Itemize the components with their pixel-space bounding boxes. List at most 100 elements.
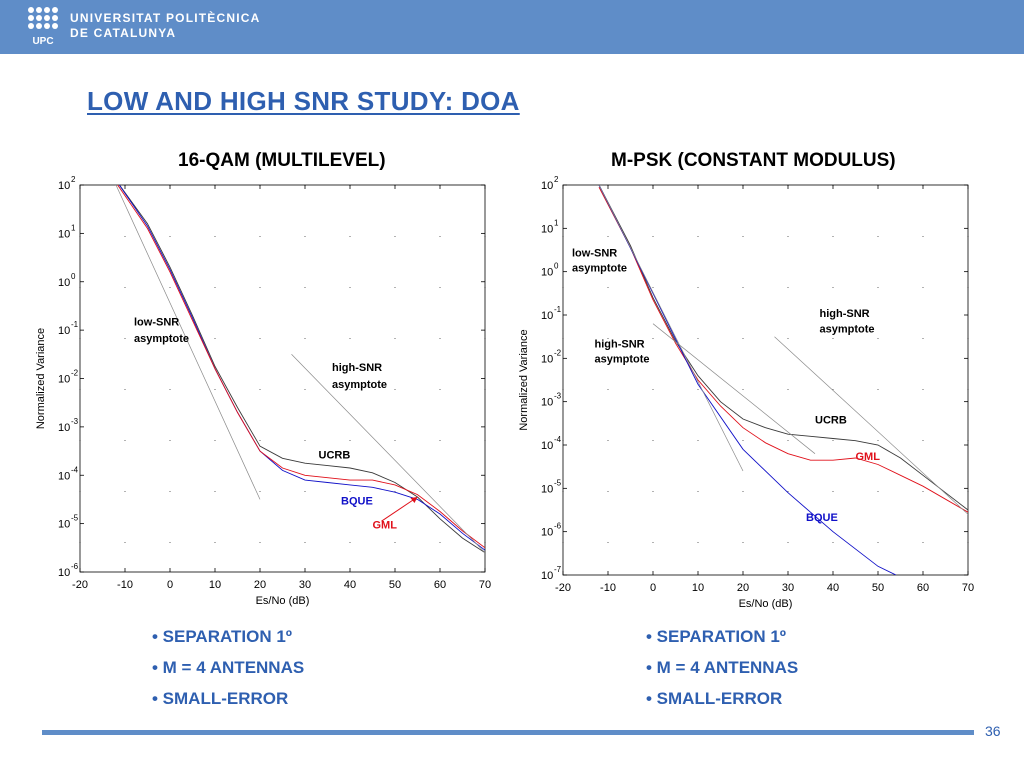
chart1-ytick-label: 10 bbox=[541, 223, 553, 235]
chart-mpsk: -20 -10 0 10 20 30 40 50 60 7010-710-610-510-410-… bbox=[518, 175, 974, 610]
chart1-ytick-exponent: -6 bbox=[554, 522, 562, 531]
chart-16qam: -20 -10 0 10 20 30 40 50 60 7010-610-510-410-310-… bbox=[35, 175, 491, 607]
chart1-ytick-exponent: -1 bbox=[554, 305, 562, 314]
chart0-annotation-low-snr: low-SNR bbox=[134, 316, 179, 328]
chart1-annotation-high-snr: high-SNR bbox=[595, 339, 645, 351]
chart1-ytick-label: 10 bbox=[541, 267, 553, 279]
chart1-ytick-label: 10 bbox=[541, 570, 553, 582]
university-name: UNIVERSITAT POLITÈCNICA DE CATALUNYA bbox=[70, 11, 261, 41]
chart0-ytick-label: 10 bbox=[58, 325, 70, 337]
chart1-ytick-label: 10 bbox=[541, 353, 553, 365]
chart1-series-ucrb bbox=[598, 185, 968, 511]
chart1-ytick-label: 10 bbox=[541, 310, 553, 322]
chart0-ytick-exponent: 2 bbox=[71, 175, 76, 184]
chart1-series-bque bbox=[598, 185, 897, 575]
chart0-ytick-label: 10 bbox=[58, 567, 70, 579]
chart1-series-gml bbox=[598, 186, 968, 513]
chart1-ytick-label: 10 bbox=[541, 440, 553, 452]
chart1-ytick-exponent: -2 bbox=[554, 348, 562, 357]
chart1-series-high-snr-asymptote bbox=[652, 323, 816, 454]
chart0-annotation-bque: BQUE bbox=[341, 495, 373, 507]
chart1-series-high-snr-asymptote-right bbox=[774, 336, 968, 515]
chart1-xtick-label: 40 bbox=[827, 582, 839, 594]
chart0-ytick-exponent: -4 bbox=[71, 465, 79, 474]
chart1-xtick-label: 30 bbox=[782, 582, 794, 594]
page-number: 36 bbox=[985, 723, 1001, 739]
chart1-ytick-exponent: 1 bbox=[554, 218, 559, 227]
chart0-series-gml bbox=[117, 185, 485, 549]
chart1-annotation-bque: BQUE bbox=[806, 512, 838, 524]
left-plot-title: 16-QAM (MULTILEVEL) bbox=[178, 150, 386, 171]
chart0-ytick-exponent: -5 bbox=[71, 514, 79, 523]
chart0-annotation-high-snr: high-SNR bbox=[332, 362, 382, 374]
header-bar: UPC UNIVERSITAT POLITÈCNICA DE CATALUNYA bbox=[0, 0, 1024, 54]
chart1-ytick-exponent: 0 bbox=[554, 262, 559, 271]
chart0-ytick-label: 10 bbox=[58, 228, 70, 240]
chart0-xtick-label: 10 bbox=[209, 579, 221, 591]
upc-logo: UPC bbox=[28, 7, 58, 47]
chart1-xtick-label: 50 bbox=[872, 582, 884, 594]
right-bullet-small-error: • SMALL-ERROR bbox=[646, 689, 783, 708]
right-bullet-separation: • SEPARATION 1º bbox=[646, 627, 786, 646]
chart0-ytick-exponent: -2 bbox=[71, 369, 79, 378]
chart0-ytick-exponent: 0 bbox=[71, 272, 76, 281]
chart1-ytick-label: 10 bbox=[541, 483, 553, 495]
chart1-annotation-asymptote: asymptote bbox=[820, 323, 875, 335]
chart1-xtick-label: 20 bbox=[737, 582, 749, 594]
chart0-annotation-asymptote: asymptote bbox=[332, 379, 387, 391]
chart1-annotation-gml: GML bbox=[856, 451, 881, 463]
chart0-ytick-exponent: -1 bbox=[71, 320, 79, 329]
right-plot-title: M-PSK (CONSTANT MODULUS) bbox=[611, 150, 896, 171]
logo-text: UPC bbox=[32, 36, 53, 47]
chart1-annotation-asymptote: asymptote bbox=[595, 354, 650, 366]
chart1-annotation-asymptote: asymptote bbox=[572, 263, 627, 275]
chart0-ytick-label: 10 bbox=[58, 470, 70, 482]
right-bullet-list: • SEPARATION 1º • M = 4 ANTENNAS • SMALL… bbox=[646, 627, 798, 720]
chart1-xtick-label: -10 bbox=[600, 582, 616, 594]
chart0-gml-arrow-head bbox=[410, 497, 418, 504]
chart0-xtick-label: -10 bbox=[117, 579, 133, 591]
chart1-xtick-label: -20 bbox=[555, 582, 571, 594]
chart1-ytick-label: 10 bbox=[541, 397, 553, 409]
chart1-xtick-label: 60 bbox=[917, 582, 929, 594]
chart1-ytick-exponent: -3 bbox=[554, 392, 562, 401]
chart0-annotation-gml: GML bbox=[373, 519, 398, 531]
chart0-ytick-exponent: -3 bbox=[71, 417, 79, 426]
chart0-xtick-label: -20 bbox=[72, 579, 88, 591]
chart1-x-axis-label: Es/No (dB) bbox=[739, 598, 793, 610]
chart0-ytick-label: 10 bbox=[58, 519, 70, 531]
chart0-xtick-label: 40 bbox=[344, 579, 356, 591]
chart1-ytick-exponent: -7 bbox=[554, 565, 562, 574]
left-bullet-small-error: • SMALL-ERROR bbox=[152, 689, 289, 708]
chart1-annotation-low-snr: low-SNR bbox=[572, 248, 617, 260]
chart0-xtick-label: 50 bbox=[389, 579, 401, 591]
footer-divider bbox=[42, 730, 974, 735]
chart0-xtick-label: 30 bbox=[299, 579, 311, 591]
chart1-annotation-ucrb: UCRB bbox=[815, 414, 847, 426]
chart1-ytick-label: 10 bbox=[541, 527, 553, 539]
chart0-xtick-label: 70 bbox=[479, 579, 491, 591]
university-line2: DE CATALUNYA bbox=[70, 26, 177, 40]
left-bullet-antennas: • M = 4 ANTENNAS bbox=[152, 658, 305, 677]
right-bullet-antennas: • M = 4 ANTENNAS bbox=[646, 658, 799, 677]
chart1-series-low-snr-asymptote bbox=[598, 185, 744, 472]
slide-title: LOW AND HIGH SNR STUDY: DOA bbox=[87, 86, 520, 116]
chart1-ytick-label: 10 bbox=[541, 180, 553, 192]
chart1-ytick-exponent: 2 bbox=[554, 175, 559, 184]
chart1-xtick-label: 70 bbox=[962, 582, 974, 594]
chart0-ytick-exponent: -6 bbox=[71, 562, 79, 571]
chart0-xtick-label: 60 bbox=[434, 579, 446, 591]
chart1-y-axis-label: Normalized Variance bbox=[518, 329, 530, 430]
chart1-annotation-high-snr: high-SNR bbox=[820, 308, 870, 320]
chart0-series-high-snr-asymptote bbox=[291, 354, 485, 553]
chart0-gml-arrow-shaft bbox=[381, 496, 418, 522]
chart0-ytick-label: 10 bbox=[58, 180, 70, 192]
chart0-ytick-label: 10 bbox=[58, 422, 70, 434]
university-line1: UNIVERSITAT POLITÈCNICA bbox=[70, 11, 261, 25]
left-bullet-list: • SEPARATION 1º • M = 4 ANTENNAS • SMALL… bbox=[152, 627, 304, 720]
chart0-ytick-label: 10 bbox=[58, 374, 70, 386]
chart1-ytick-exponent: -5 bbox=[554, 478, 562, 487]
chart0-annotation-ucrb: UCRB bbox=[319, 449, 351, 461]
chart1-plot-frame bbox=[562, 184, 969, 576]
chart0-annotation-asymptote: asymptote bbox=[134, 333, 189, 345]
